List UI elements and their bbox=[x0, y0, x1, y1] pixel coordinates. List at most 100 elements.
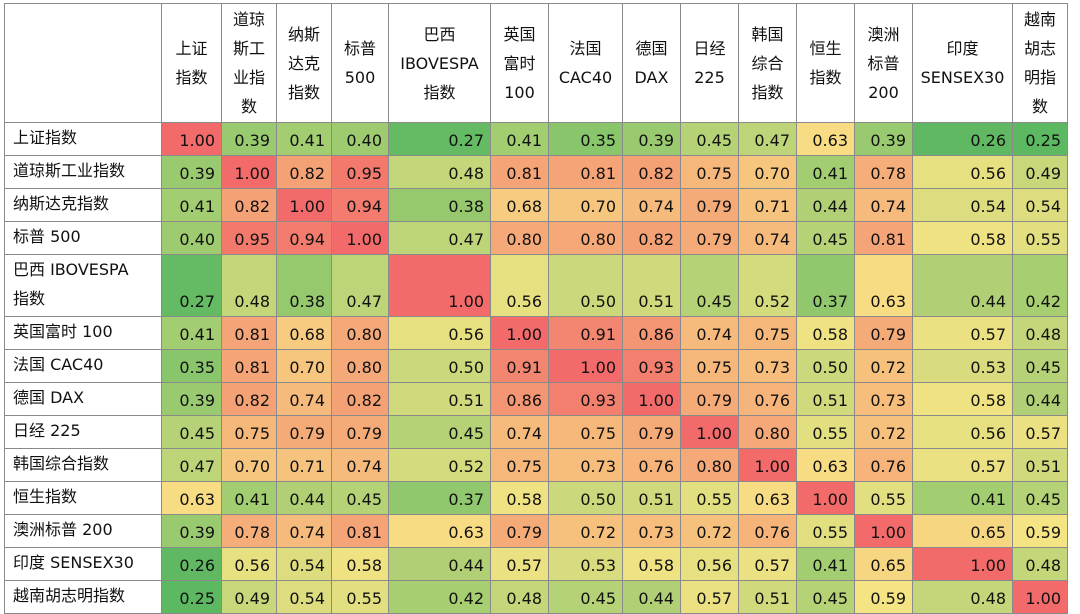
row-header-label: 澳洲标普 200 bbox=[13, 520, 113, 539]
heatmap-cell: 0.59 bbox=[854, 580, 913, 614]
heatmap-cell: 0.59 bbox=[1012, 514, 1068, 548]
row-header: 澳洲标普 200 bbox=[4, 514, 162, 548]
heatmap-cell: 0.76 bbox=[622, 448, 681, 482]
heatmap-cell: 0.41 bbox=[796, 155, 855, 189]
heatmap-cell: 0.65 bbox=[912, 514, 1013, 548]
heatmap-cell: 0.41 bbox=[221, 481, 277, 515]
row-header: 纳斯达克指数 bbox=[4, 188, 162, 222]
heatmap-cell: 0.75 bbox=[221, 415, 277, 449]
heatmap-cell: 0.68 bbox=[276, 316, 332, 350]
heatmap-cell: 0.58 bbox=[490, 481, 549, 515]
column-header-label: 斯工 bbox=[232, 39, 265, 58]
column-header-label: 越南 bbox=[1023, 10, 1056, 29]
heatmap-cell: 1.00 bbox=[738, 448, 797, 482]
column-header-label: 德国 bbox=[635, 39, 668, 58]
heatmap-cell: 0.81 bbox=[490, 155, 549, 189]
heatmap-cell: 0.72 bbox=[548, 514, 623, 548]
column-header-label: 指数 bbox=[751, 82, 784, 102]
column-header-label: 100 bbox=[504, 82, 535, 102]
column-header: 越南 胡志 明指数 bbox=[1012, 3, 1068, 123]
heatmap-cell: 0.82 bbox=[622, 221, 681, 255]
heatmap-cell: 0.94 bbox=[276, 221, 332, 255]
heatmap-cell: 0.72 bbox=[680, 514, 739, 548]
column-header-label: 印度 bbox=[946, 39, 979, 58]
heatmap-cell: 0.86 bbox=[622, 316, 681, 350]
column-header: 纳斯 达克 指数 bbox=[276, 3, 332, 123]
heatmap-cell: 0.55 bbox=[796, 514, 855, 548]
row-header: 印度 SENSEX30 bbox=[4, 547, 162, 581]
heatmap-cell: 0.80 bbox=[548, 221, 623, 255]
heatmap-cell: 0.48 bbox=[912, 580, 1013, 614]
row-header: 道琼斯工业指数 bbox=[4, 155, 162, 189]
table-row: 道琼斯工业指数 0.39 1.00 0.82 0.95 0.48 0.81 0.81 0.82 0… bbox=[4, 155, 1068, 189]
heatmap-cell: 0.79 bbox=[276, 415, 332, 449]
heatmap-cell: 0.74 bbox=[276, 382, 332, 416]
heatmap-cell: 0.53 bbox=[548, 547, 623, 581]
heatmap-cell: 0.56 bbox=[490, 254, 549, 317]
heatmap-cell: 0.93 bbox=[548, 382, 623, 416]
column-header-label: 恒生 bbox=[809, 39, 842, 58]
heatmap-cell: 0.25 bbox=[1012, 122, 1068, 156]
heatmap-cell: 0.75 bbox=[680, 155, 739, 189]
row-header: 法国 CAC40 bbox=[4, 349, 162, 383]
row-header: 上证指数 bbox=[4, 122, 162, 156]
heatmap-cell: 0.80 bbox=[738, 415, 797, 449]
heatmap-cell: 0.35 bbox=[161, 349, 222, 383]
column-header-label: 业指 bbox=[232, 68, 265, 87]
heatmap-cell: 0.79 bbox=[854, 316, 913, 350]
row-header: 巴西 IBOVESPA 指数 bbox=[4, 254, 162, 317]
column-header: 韩国 综合 指数 bbox=[738, 3, 797, 123]
heatmap-cell: 1.00 bbox=[490, 316, 549, 350]
heatmap-cell: 0.44 bbox=[912, 254, 1013, 317]
heatmap-cell: 0.51 bbox=[622, 481, 681, 515]
heatmap-cell: 0.41 bbox=[276, 122, 332, 156]
row-header-label: 日经 225 bbox=[13, 421, 81, 440]
heatmap-cell: 1.00 bbox=[388, 254, 491, 317]
table-row: 上证指数 1.00 0.39 0.41 0.40 0.27 0.41 0.35 0.39 0.45… bbox=[4, 122, 1068, 156]
table-row: 澳洲标普 200 0.39 0.78 0.74 0.81 0.63 0.79 0.72 0.73… bbox=[4, 514, 1068, 548]
heatmap-cell: 0.45 bbox=[796, 580, 855, 614]
row-header-label: 标普 500 bbox=[13, 227, 81, 246]
column-header-label: IBOVESPA bbox=[400, 53, 479, 73]
column-header-label: 指数 bbox=[287, 82, 320, 102]
correlation-table: 上证 指数 道琼 斯工 业指数纳斯 达克 指数 标普 500 巴西 IBOVESPA 指数 英国 富时 10… bbox=[4, 3, 1068, 614]
heatmap-cell: 0.80 bbox=[680, 448, 739, 482]
heatmap-cell: 0.81 bbox=[221, 349, 277, 383]
heatmap-cell: 0.81 bbox=[548, 155, 623, 189]
heatmap-cell: 0.41 bbox=[161, 188, 222, 222]
heatmap-cell: 0.39 bbox=[161, 382, 222, 416]
row-header-label: 韩国综合指数 bbox=[13, 454, 110, 473]
heatmap-cell: 0.44 bbox=[388, 547, 491, 581]
heatmap-cell: 0.70 bbox=[548, 188, 623, 222]
heatmap-cell: 0.79 bbox=[331, 415, 389, 449]
heatmap-cell: 0.55 bbox=[854, 481, 913, 515]
heatmap-cell: 0.82 bbox=[622, 155, 681, 189]
heatmap-cell: 0.91 bbox=[490, 349, 549, 383]
column-header-label: 标普 bbox=[343, 39, 376, 58]
heatmap-cell: 0.82 bbox=[276, 155, 332, 189]
row-header-label: 德国 DAX bbox=[13, 388, 85, 407]
heatmap-cell: 0.39 bbox=[161, 155, 222, 189]
heatmap-cell: 0.52 bbox=[388, 448, 491, 482]
heatmap-cell: 0.51 bbox=[388, 382, 491, 416]
row-header-label: 恒生指数 bbox=[13, 487, 78, 506]
heatmap-cell: 0.44 bbox=[622, 580, 681, 614]
heatmap-cell: 0.74 bbox=[680, 316, 739, 350]
column-header: 道琼 斯工 业指数 bbox=[221, 3, 277, 123]
heatmap-cell: 0.75 bbox=[680, 349, 739, 383]
heatmap-cell: 0.47 bbox=[331, 254, 389, 317]
heatmap-cell: 0.41 bbox=[490, 122, 549, 156]
heatmap-cell: 0.86 bbox=[490, 382, 549, 416]
column-header: 英国 富时 100 bbox=[490, 3, 549, 123]
heatmap-cell: 0.82 bbox=[331, 382, 389, 416]
table-row: 巴西 IBOVESPA 指数 0.27 0.48 0.38 0.47 1.00 0.56 0.5… bbox=[4, 254, 1068, 317]
heatmap-cell: 0.45 bbox=[680, 254, 739, 317]
heatmap-cell: 0.82 bbox=[221, 382, 277, 416]
heatmap-cell: 0.78 bbox=[854, 155, 913, 189]
heatmap-cell: 0.27 bbox=[161, 254, 222, 317]
heatmap-cell: 0.48 bbox=[388, 155, 491, 189]
heatmap-cell: 0.63 bbox=[796, 122, 855, 156]
heatmap-cell: 0.79 bbox=[680, 221, 739, 255]
heatmap-cell: 0.58 bbox=[912, 221, 1013, 255]
heatmap-cell: 0.50 bbox=[796, 349, 855, 383]
